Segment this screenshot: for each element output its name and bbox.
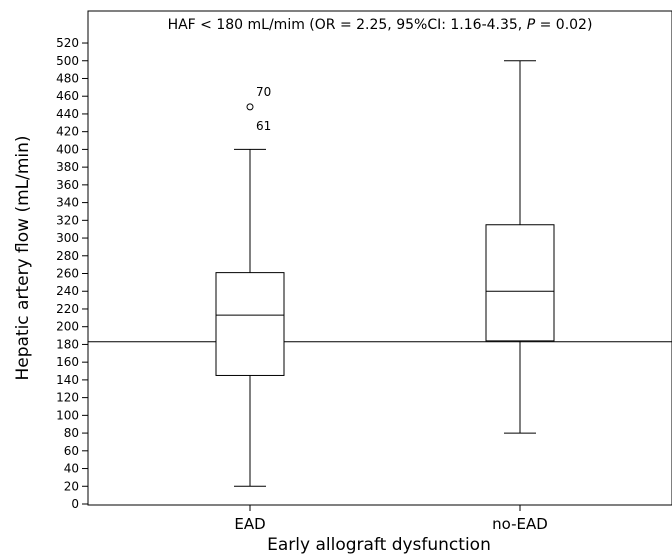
y-tick-label: 260: [56, 267, 79, 281]
outlier-label: 61: [256, 119, 271, 133]
box-ead: [215, 148, 285, 487]
iqr-box: [485, 224, 555, 342]
box-no-ead: [485, 60, 555, 434]
y-tick-label: 380: [56, 160, 79, 174]
y-tick-label: 40: [64, 462, 79, 476]
y-tick-label: 480: [56, 71, 79, 85]
y-tick-label: 360: [56, 178, 79, 192]
y-tick-label: 240: [56, 284, 79, 298]
y-tick-label: 220: [56, 302, 79, 316]
y-tick-label: 440: [56, 107, 79, 121]
y-tick-label: 500: [56, 54, 79, 68]
y-tick-label: 180: [56, 337, 79, 351]
y-tick-label: 460: [56, 89, 79, 103]
x-axis-title: Early allograft dysfunction: [267, 535, 491, 555]
y-axis: 0 20 40 60 80 100 120 140 160 180 200 220 240 260 280 3…: [56, 36, 88, 511]
y-tick-label: 400: [56, 142, 79, 156]
y-tick-label: 200: [56, 320, 79, 334]
x-tick-label: no-EAD: [492, 515, 548, 533]
y-tick-label: 120: [56, 391, 79, 405]
x-tick-label: EAD: [234, 515, 265, 533]
y-tick-label: 320: [56, 213, 79, 227]
x-axis: EAD no-EAD: [234, 505, 548, 533]
y-tick-label: 340: [56, 196, 79, 210]
box-series: [215, 60, 555, 487]
y-tick-label: 420: [56, 125, 79, 139]
plot-frame: [87, 10, 672, 506]
y-tick-label: 80: [64, 426, 79, 440]
chart-title: HAF < 180 mL/mim (OR = 2.25, 95%CI: 1.16…: [168, 17, 593, 33]
y-tick-label: 20: [64, 479, 79, 493]
outlier-points: 70 61: [246, 85, 271, 133]
y-tick-label: 100: [56, 408, 79, 422]
y-tick-label: 520: [56, 36, 79, 50]
y-tick-label: 300: [56, 231, 79, 245]
y-tick-label: 160: [56, 355, 79, 369]
y-tick-label: 280: [56, 249, 79, 263]
iqr-box: [215, 272, 285, 376]
y-axis-title: Hepatic artery flow (mL/min): [13, 135, 33, 380]
y-tick-label: 140: [56, 373, 79, 387]
y-tick-label: 0: [71, 497, 79, 511]
outlier-point: [246, 103, 254, 111]
outlier-label: 70: [256, 85, 271, 99]
y-tick-label: 60: [64, 444, 79, 458]
